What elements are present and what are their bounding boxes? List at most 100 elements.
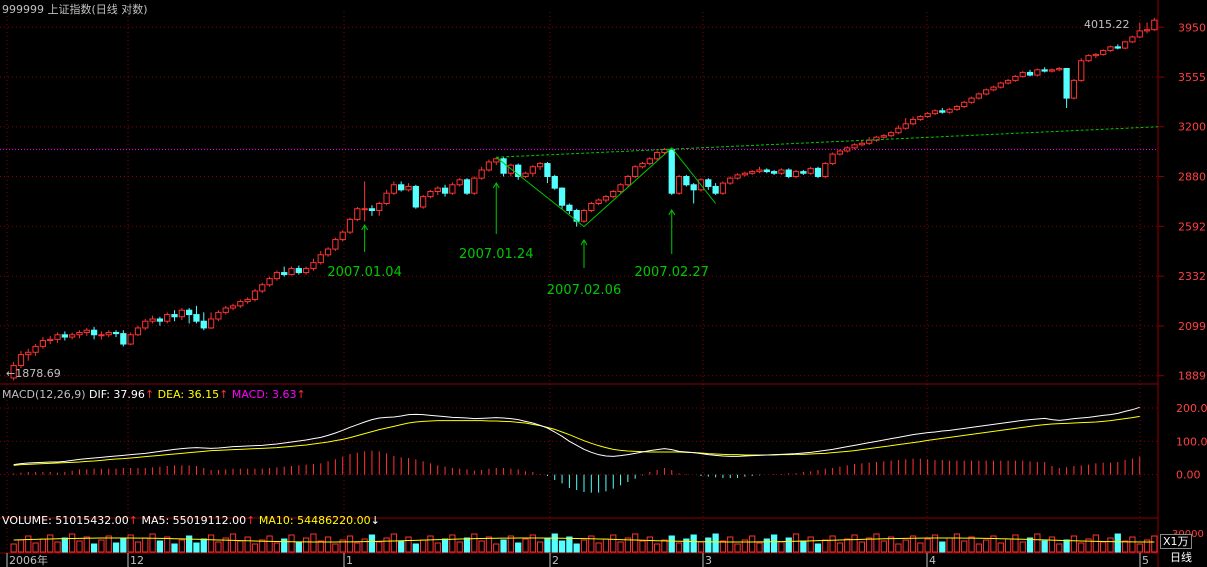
candle-up [931,110,939,115]
volume-bar [551,533,558,553]
price-tick-label: 1889 [1178,370,1206,383]
high-price-label: 4015.22 [1084,18,1130,31]
dea-line [13,415,1140,466]
candle-up [229,305,237,309]
volume-bar [39,538,47,553]
volume-bar [1048,536,1056,553]
volume-bar [639,540,646,553]
candle-up [778,169,785,174]
candle-up [646,158,653,165]
volume-bar [800,540,807,553]
volume-bar [120,538,127,553]
volume-bar [653,543,661,553]
volume-bar [354,542,361,553]
volume-bar [207,534,215,553]
volume-bar [697,541,705,553]
low-price-label: ←1878.69 [6,367,61,380]
candle-up [653,152,661,160]
candle-down [712,185,719,194]
candle-up [734,174,741,179]
volume-bar [522,538,529,553]
dif-line [13,406,1140,466]
candle-up [259,284,266,292]
volume-bar [1114,533,1121,553]
candle-up [32,345,39,353]
volume-bar [558,540,566,553]
volume-bar [441,538,449,553]
volume-bar [463,537,471,553]
candle-up [1121,41,1129,49]
candle-up [207,318,215,329]
candle-up [178,309,185,318]
macd-params: MACD(12,26,9) [2,388,86,401]
volume-bar [661,539,668,553]
annotation-label: 2007.02.27 [635,265,709,280]
volume-bar [17,539,25,553]
candle-up [1019,71,1026,77]
candle-up [807,167,814,174]
volume-bar [1143,539,1151,553]
candle-down [193,314,200,322]
candle-up [142,320,149,329]
candle-down [156,318,164,322]
candle-down [558,187,566,206]
candle-up [1092,53,1099,57]
volume-bar [624,537,632,553]
ma5-value: MA5: 55019112.00 [141,514,247,527]
volume-bar [595,542,602,553]
candle-up [756,169,763,173]
candle-down [763,169,770,173]
volume-bar [54,541,61,553]
volume-bar [807,536,814,553]
dea-value: DEA: 36.15 [157,388,220,401]
candle-up [493,158,500,163]
volume-bar [785,537,792,553]
candle-down [295,268,302,274]
volume-bar [1136,543,1143,553]
volume-bar [873,533,880,553]
volume-bar [778,541,785,553]
candle-up [617,184,624,192]
down-arrow-icon: ↓ [370,514,380,527]
candle-up [719,182,727,194]
candle-up [639,163,646,168]
time-tick-label: 2 [552,554,559,567]
macd-tick-label: 200.00 [1176,402,1207,415]
volume-bar [544,537,551,553]
candle-up [105,331,112,336]
volume-bar [1041,540,1048,553]
volume-bar [909,535,917,553]
candle-down [500,158,507,174]
candle-down [120,333,127,345]
macd-tick-label: 100.00 [1176,435,1207,448]
candle-down [705,179,712,187]
volume-bar [851,534,858,553]
candle-down [690,184,697,191]
candle-up [588,203,595,211]
candle-up [953,106,961,110]
candle-down [1026,71,1034,76]
candle-down [1114,46,1121,49]
volume-bar [456,541,463,553]
candle-up [339,231,346,241]
candle-up [149,318,156,322]
annotation-label: 2007.01.24 [459,247,533,262]
candle-up [610,190,617,198]
candle-up [749,171,756,174]
candle-up [909,118,917,125]
volume-bar [178,539,185,553]
candle-up [405,185,412,191]
candle-up [946,108,953,113]
volume-bar [668,535,675,553]
candle-up [383,192,390,205]
period-button[interactable]: 日线 [1170,551,1192,564]
annotation-label: 2007.02.06 [547,283,621,298]
candle-up [17,354,25,367]
low-price-value: 1878.69 [15,367,61,380]
candle-down [441,187,449,194]
volume-bar [69,533,76,553]
volume-bar [485,536,493,553]
candle-up [98,334,105,337]
volume-bar [617,541,624,553]
candle-up [1070,79,1078,99]
